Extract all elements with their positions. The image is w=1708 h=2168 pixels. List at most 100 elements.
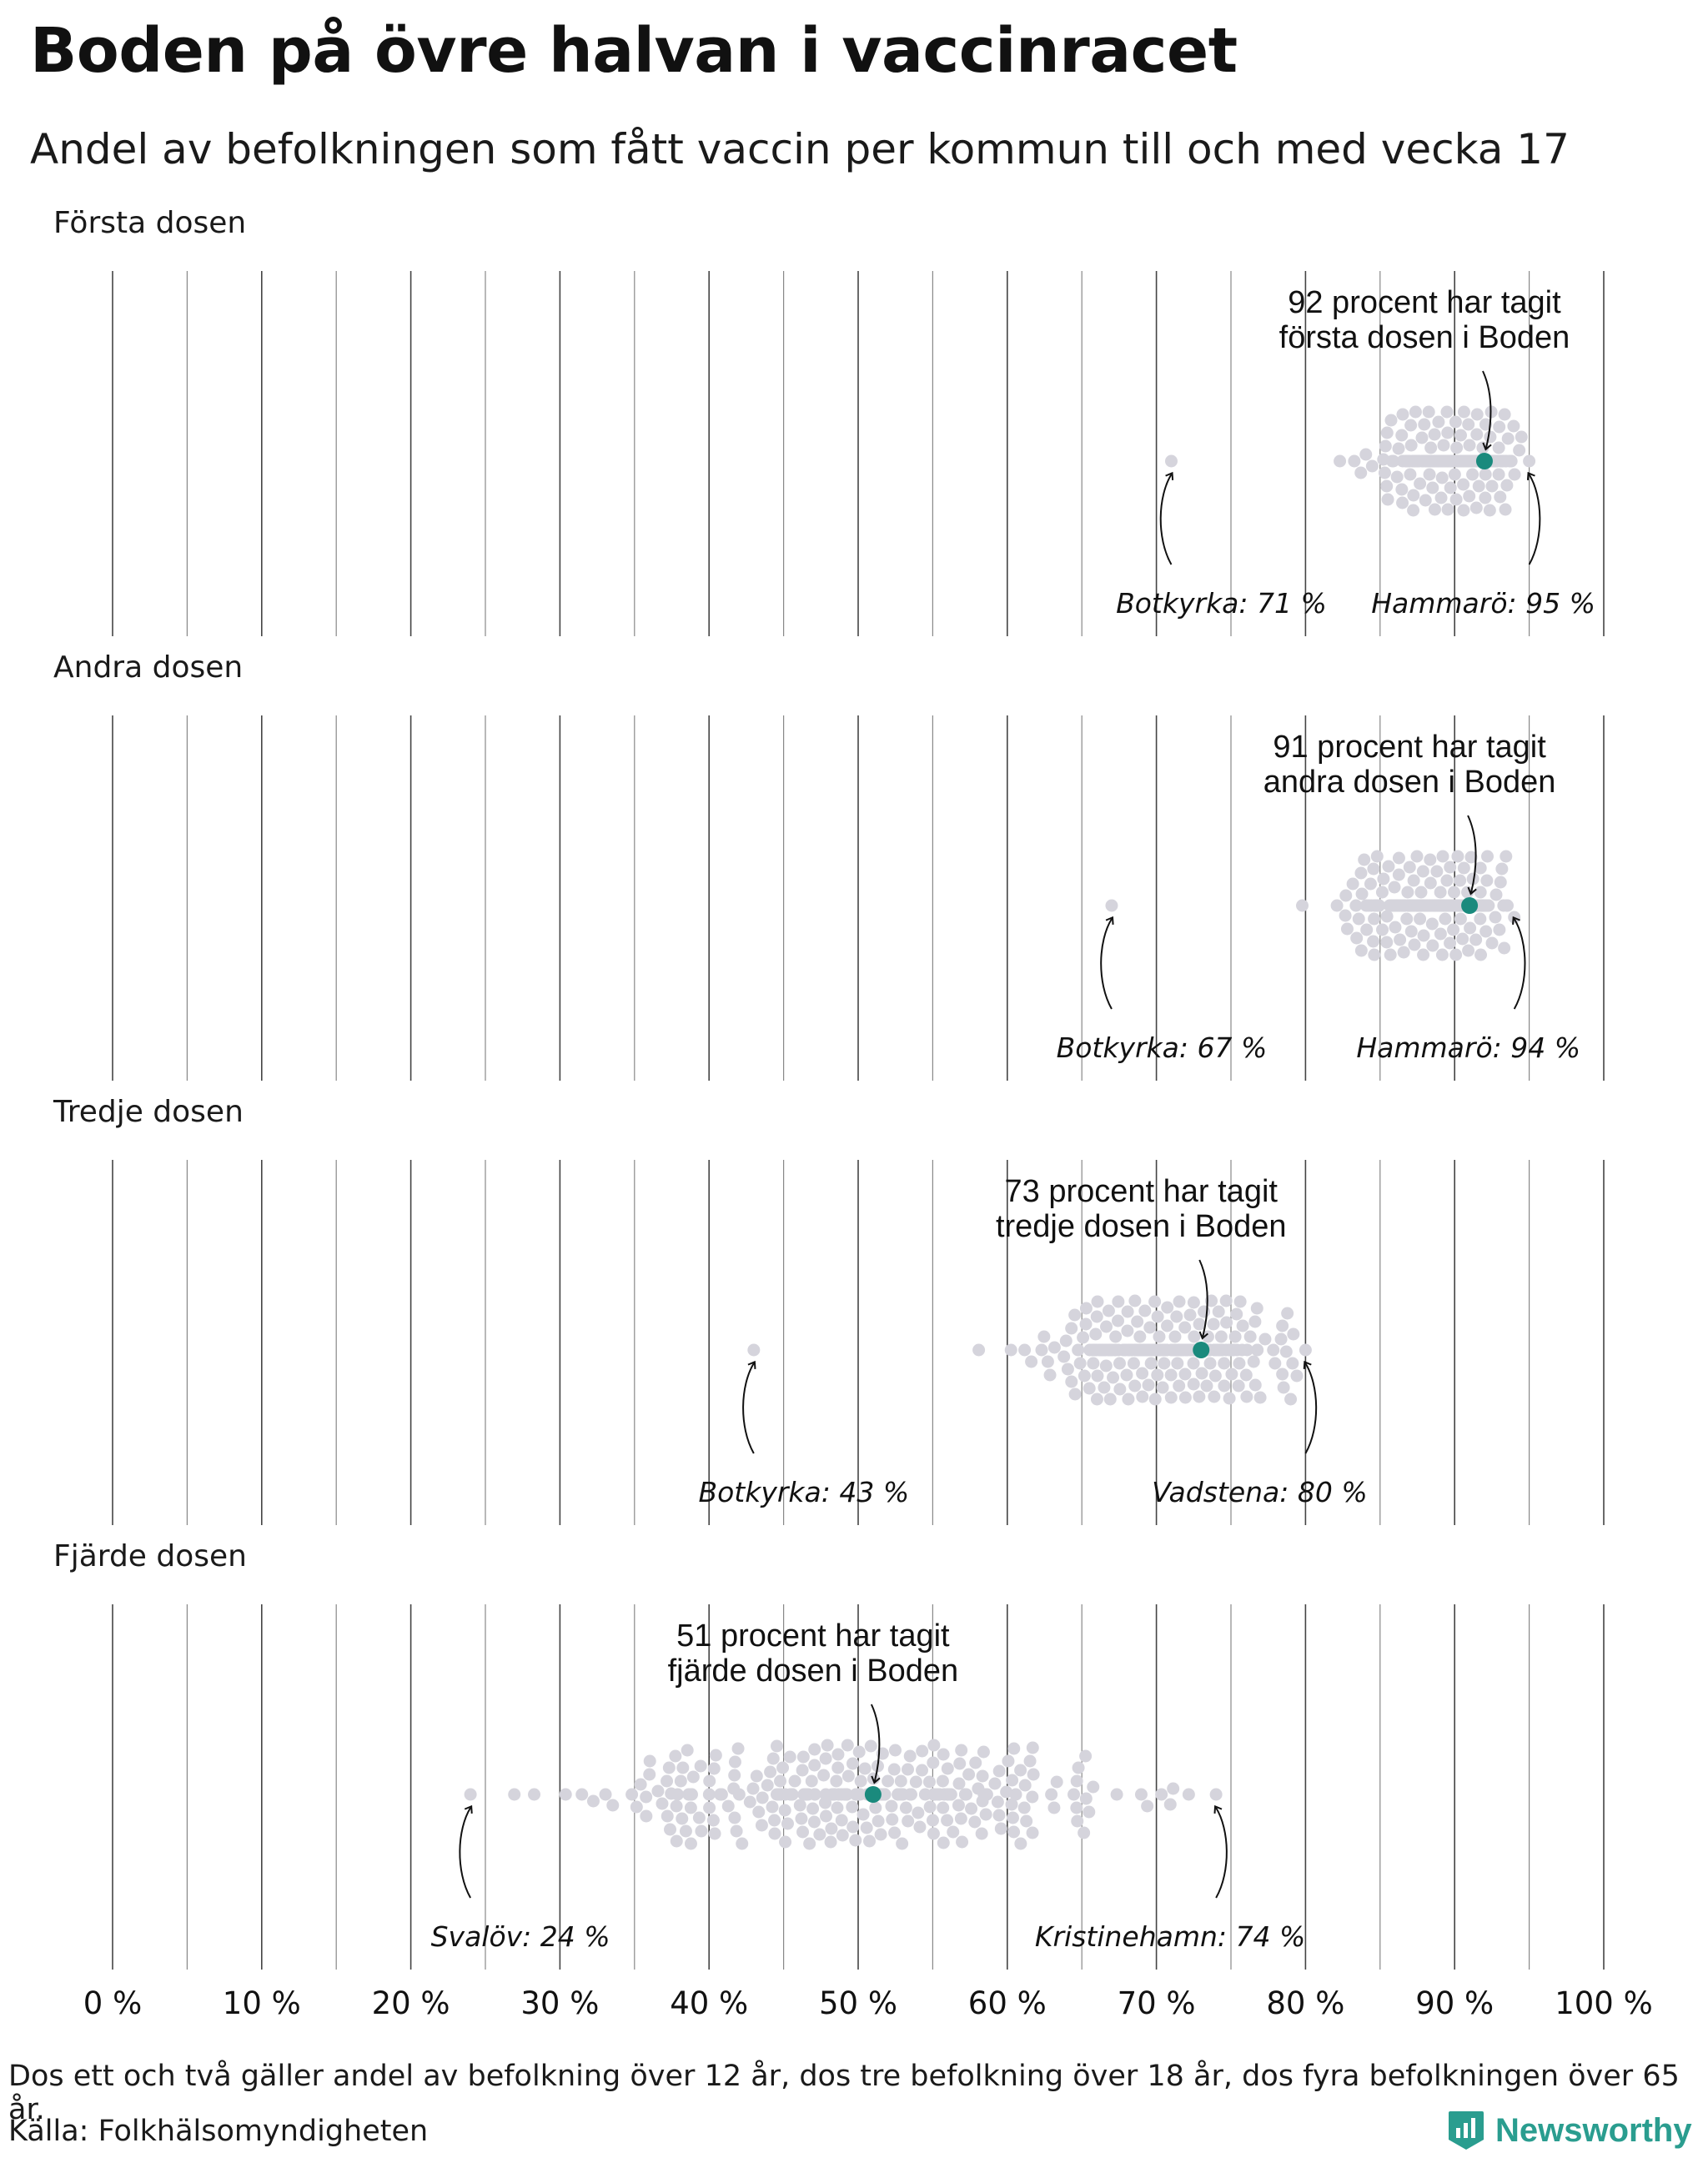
- x-tick-label: 0 %: [83, 1985, 142, 2021]
- municipality-dot: [1091, 1369, 1104, 1383]
- municipality-dot: [839, 1788, 852, 1801]
- municipality-dot: [1079, 1317, 1093, 1331]
- high-label: Vadstena: 80 %: [1152, 1476, 1368, 1508]
- municipality-dot: [916, 1744, 929, 1758]
- boden-label-line1: 91 procent har tagit: [1273, 730, 1546, 765]
- municipality-dot: [1153, 1330, 1166, 1343]
- municipality-dot: [1112, 1314, 1125, 1327]
- municipality-dot: [1004, 1343, 1017, 1357]
- municipality-dot: [1403, 861, 1416, 874]
- municipality-dot: [1168, 1343, 1181, 1357]
- municipality-dot: [1163, 1798, 1177, 1811]
- municipality-dot: [1432, 415, 1445, 429]
- footnote: Dos ett och två gäller andel av befolkni…: [8, 2060, 1680, 2126]
- municipality-dot: [1409, 405, 1422, 419]
- municipality-dot: [1395, 483, 1409, 496]
- municipality-dot: [1376, 923, 1389, 936]
- municipality-dot: [1105, 1343, 1118, 1357]
- municipality-dot: [806, 1802, 820, 1815]
- high-label: Hammarö: 94 %: [1356, 1031, 1580, 1064]
- municipality-dot: [676, 1761, 690, 1774]
- municipality-dot: [1143, 1321, 1157, 1334]
- municipality-dot: [1368, 948, 1381, 961]
- municipality-dot: [1367, 935, 1380, 948]
- municipality-dot: [1078, 1369, 1091, 1383]
- municipality-dot: [902, 1814, 915, 1828]
- municipality-dot: [1470, 408, 1484, 421]
- municipality-dot: [1449, 415, 1462, 429]
- municipality-dot: [1479, 468, 1492, 481]
- municipality-dot: [1107, 1371, 1120, 1384]
- municipality-dot: [1440, 405, 1454, 419]
- municipality-dot: [1395, 429, 1409, 442]
- high-arrow: [1303, 1360, 1318, 1454]
- municipality-dot: [972, 1343, 986, 1357]
- municipality-dot: [819, 1809, 832, 1823]
- x-tick-label: 80 %: [1266, 1985, 1344, 2021]
- panel-title: Första dosen: [53, 206, 246, 240]
- low-label: Botkyrka: 71 %: [1116, 587, 1327, 620]
- municipality-dot: [1513, 444, 1526, 457]
- municipality-dot: [1407, 489, 1420, 502]
- municipality-dot: [1203, 1357, 1217, 1370]
- source-note: Källa: Folkhälsomyndigheten: [8, 2115, 429, 2148]
- municipality-dot: [661, 1774, 674, 1788]
- municipality-dot: [1182, 1788, 1195, 1801]
- municipality-dot: [707, 1762, 721, 1775]
- municipality-dot: [783, 1750, 796, 1764]
- municipality-dot: [888, 1826, 902, 1839]
- municipality-dot: [1198, 1305, 1211, 1318]
- municipality-dot: [1407, 874, 1420, 887]
- municipality-dot: [1100, 1320, 1113, 1333]
- municipality-dot: [1382, 860, 1395, 873]
- municipality-dot: [956, 1835, 969, 1849]
- municipality-dot: [770, 1788, 783, 1801]
- municipality-dot: [1277, 1381, 1290, 1394]
- municipality-dot: [1397, 946, 1410, 959]
- municipality-dot: [1459, 454, 1472, 468]
- x-tick-label: 40 %: [670, 1985, 748, 2021]
- municipality-dot: [1375, 886, 1389, 899]
- municipality-dot: [1228, 1330, 1242, 1343]
- municipality-dot: [1072, 1761, 1085, 1774]
- municipality-dot: [825, 1822, 838, 1835]
- municipality-dot: [1138, 1304, 1152, 1317]
- municipality-dot: [1474, 861, 1487, 875]
- municipality-dot: [1250, 1302, 1263, 1315]
- municipality-dot: [1479, 925, 1493, 938]
- municipality-dot: [1071, 1814, 1084, 1828]
- municipality-dot: [575, 1788, 589, 1801]
- municipality-dot: [1065, 1322, 1078, 1335]
- municipality-dot: [1087, 1357, 1100, 1370]
- municipality-dot: [1281, 1307, 1294, 1320]
- municipality-dot: [1187, 1296, 1200, 1309]
- municipality-dot: [643, 1768, 656, 1781]
- municipality-dot: [1128, 1294, 1142, 1307]
- municipality-dot: [1274, 1332, 1288, 1346]
- municipality-dot: [714, 1788, 727, 1801]
- municipality-dot: [1233, 1357, 1246, 1370]
- municipality-dot: [841, 1739, 854, 1752]
- municipality-dot: [1390, 470, 1404, 484]
- newsworthy-logo-icon: [1449, 2111, 1484, 2150]
- municipality-dot: [1434, 927, 1447, 941]
- municipality-dot: [1183, 1308, 1197, 1322]
- municipality-dot: [752, 1805, 766, 1819]
- municipality-dot: [1447, 923, 1460, 936]
- municipality-dot: [508, 1788, 521, 1801]
- municipality-dot: [662, 1761, 676, 1774]
- municipality-dot: [1457, 405, 1470, 419]
- municipality-dot: [1334, 454, 1347, 468]
- municipality-dot: [1380, 426, 1394, 439]
- municipality-dot: [1061, 1363, 1074, 1376]
- municipality-dot: [852, 1745, 866, 1759]
- municipality-dot: [1009, 1788, 1022, 1801]
- municipality-dot: [1472, 479, 1485, 493]
- municipality-dot: [1110, 1788, 1123, 1801]
- municipality-dot: [1355, 887, 1369, 901]
- municipality-dot: [1447, 886, 1460, 899]
- municipality-dot: [1193, 1390, 1206, 1403]
- municipality-dot: [1027, 1768, 1040, 1781]
- x-tick-label: 50 %: [819, 1985, 897, 2021]
- municipality-dot: [969, 1756, 982, 1769]
